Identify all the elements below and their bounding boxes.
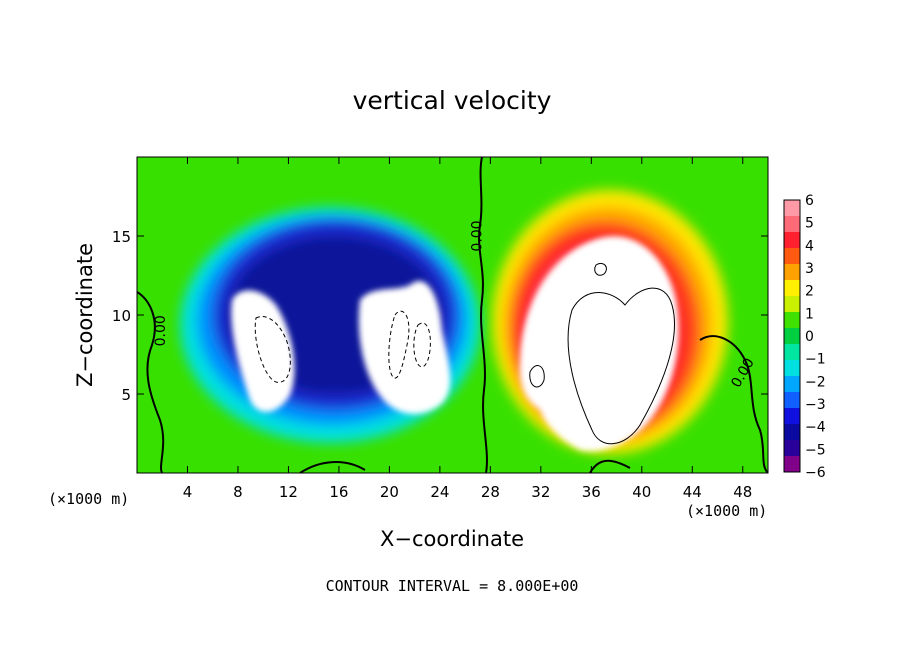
x-unit-left: (×1000 m)	[48, 490, 130, 508]
colorbar-swatch	[784, 264, 800, 281]
contour-interval-note: CONTOUR INTERVAL = 8.000E+00	[325, 577, 579, 595]
colorbar-swatch	[784, 296, 800, 313]
colorbar-tick-label: 4	[805, 238, 814, 254]
x-tick-label: 48	[733, 483, 752, 501]
colorbar-swatch	[784, 280, 800, 297]
colorbar-tick-label: 5	[805, 216, 814, 232]
x-tick-label: 24	[430, 483, 449, 501]
colorbar-swatch	[784, 232, 800, 249]
colorbar-swatch	[784, 200, 800, 217]
colorbar-swatch	[784, 248, 800, 265]
colorbar-tick-label: 0	[805, 329, 814, 345]
colorbar-swatch	[784, 328, 800, 345]
y-axis-label: Z−coordinate	[73, 243, 97, 387]
x-axis: 4 8 12 16 20 24 28 32 36 40 44 48	[183, 157, 752, 501]
colorbar-tick-label: −6	[805, 465, 826, 481]
x-tick-label: 12	[279, 483, 298, 501]
negative-contours	[254, 310, 431, 383]
colorbar-swatch	[784, 392, 800, 409]
x-tick-label: 28	[481, 483, 500, 501]
colorbar-swatch	[784, 360, 800, 377]
contour-label: 0.00	[470, 220, 486, 251]
chart-title: vertical velocity	[352, 86, 552, 115]
colorbar-tick-label: −1	[805, 352, 826, 368]
colorbar-swatch	[784, 344, 800, 361]
x-tick-label: 4	[183, 483, 193, 501]
colorbar-swatch	[784, 456, 800, 473]
colorbar-swatch	[784, 440, 800, 457]
colorbar-tick-label: −2	[805, 374, 826, 390]
contour-label: 0.00	[153, 315, 169, 346]
colorbar-swatch	[784, 312, 800, 329]
x-tick-label: 32	[531, 483, 550, 501]
x-unit-right: (×1000 m)	[686, 502, 768, 520]
colorbar-swatch	[784, 424, 800, 441]
heatmap-field	[137, 157, 768, 473]
colorbar-swatch	[784, 376, 800, 393]
y-tick-label: 15	[112, 228, 131, 246]
x-tick-label: 16	[329, 483, 348, 501]
x-tick-label: 8	[233, 483, 243, 501]
colorbar-tick-label: 3	[805, 261, 814, 277]
colorbar-tick-label: 1	[805, 306, 814, 322]
colorbar: 6 5 4 3 2 1 0 −1 −2 −3 −4 −5 −6	[783, 193, 826, 481]
x-tick-label: 44	[683, 483, 702, 501]
x-tick-label: 36	[582, 483, 601, 501]
x-tick-label: 20	[380, 483, 399, 501]
contour-lines	[137, 157, 768, 473]
colorbar-tick-label: −4	[805, 420, 826, 436]
colorbar-tick-label: −5	[805, 442, 826, 458]
colorbar-tick-label: 6	[805, 193, 814, 209]
colorbar-swatch	[784, 408, 800, 425]
colorbar-swatch	[784, 216, 800, 233]
colorbar-frame	[783, 199, 801, 473]
y-axis: 5 10 15	[112, 228, 768, 404]
colorbar-tick-label: −3	[805, 397, 826, 413]
x-tick-label: 40	[632, 483, 651, 501]
x-axis-label: X−coordinate	[380, 527, 524, 551]
colorbar-tick-label: 2	[805, 284, 814, 300]
y-tick-label: 10	[112, 307, 131, 325]
contour-lines-thin	[529, 262, 675, 445]
y-tick-label: 5	[121, 386, 131, 404]
